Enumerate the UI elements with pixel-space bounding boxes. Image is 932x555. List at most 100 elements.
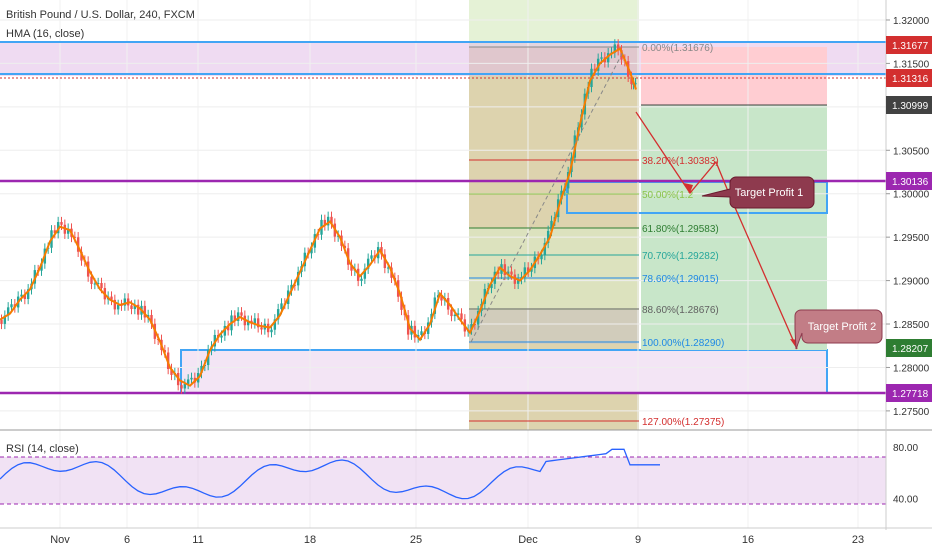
candle-body [246,320,250,326]
candle-body [634,83,637,85]
price-tick-label: 1.28000 [893,363,930,374]
price-tick-label: 1.30000 [893,190,930,201]
candle-body [496,271,500,274]
price-tag-bg [886,384,932,402]
candle-body [260,327,263,330]
fib-level-label: 78.60%(1.29015) [642,274,719,285]
candle-body [26,289,30,300]
candle-body [616,44,620,51]
time-tick-label: 6 [124,534,130,546]
price-tick-label: 1.27500 [893,407,930,418]
time-tick-label: 25 [410,534,422,546]
candle-body [350,264,353,271]
candle-body [0,319,3,324]
target-profit-1-callout [701,176,815,209]
grid-lines [0,0,886,528]
candle-body [220,335,223,338]
fib-band-green [469,228,639,310]
candle-body [113,299,117,310]
candle-body [470,323,473,330]
candle-body [476,310,480,325]
candle-body [116,304,120,310]
candle-body [150,314,153,324]
fib-level-label: 70.70%(1.29282) [642,251,719,262]
take-profit-zone [641,105,827,350]
fib-band-low [469,310,639,344]
time-tick-label: 18 [304,534,316,546]
hma-indicator-label: HMA (16, close) [6,28,85,40]
target-profit-2-label: Target Profit 2 [808,321,876,333]
rsi-axis-ticks: 80.00 40.00 [893,443,918,506]
chart-title: British Pound / U.S. Dollar, 240, FXCM [6,9,195,21]
candle-body [60,222,63,225]
candle-body [280,303,283,310]
fib-level-label: 50.00%(1.2 [642,190,694,201]
candle-body [330,216,333,224]
candle-body [440,295,443,301]
fib-level-label: 38.20%(1.30383) [642,156,719,167]
time-tick-label: 23 [852,534,864,546]
candle-body [240,312,243,316]
candle-body [226,325,230,331]
rsi-indicator-label: RSI (14, close) [6,443,79,455]
candle-body [96,283,100,285]
candle-body [133,304,137,310]
candle-body [526,267,530,272]
candle-body [123,298,127,306]
candle-body [516,279,520,284]
candle-body [506,271,510,275]
candle-body [310,247,313,254]
candle-body [93,283,97,285]
candle-body [613,44,617,53]
candle-body [400,296,403,310]
candle-body [186,379,190,384]
price-tick-label: 1.31500 [893,59,930,70]
candle-body [380,247,383,255]
price-tick-label: 1.28500 [893,320,930,331]
target-profit-2-callout [794,309,883,350]
fib-level-label: 127.00%(1.27375) [642,417,724,428]
candle-body [386,267,390,269]
price-tag-label: 1.30999 [892,101,929,112]
candle-body [136,304,140,315]
candle-body [600,57,603,59]
candle-body [420,331,423,335]
candle-body [10,304,13,308]
candle-body [23,294,27,300]
projection-arrows [635,111,798,350]
candle-body [270,329,273,333]
support-zone [180,349,828,394]
candle-body [3,315,7,324]
time-tick-label: Dec [518,534,538,546]
arrow-head-1 [684,183,693,193]
price-tick-label: 1.29000 [893,277,930,288]
fib-lines: 0.00%(1.31676) 38.20%(1.30383) 50.00%(1.2 6… [469,43,724,428]
time-tick-label: 11 [192,534,203,546]
candle-body [236,312,240,321]
price-tag-label: 1.30136 [892,177,929,188]
price-tag-bg [886,96,932,114]
candle-body [273,319,277,330]
fib-level-label: 88.60%(1.28676) [642,305,719,316]
rsi-tick-label: 40.00 [893,494,918,505]
fib-level-label: 61.80%(1.29583) [642,224,719,235]
candle-body [366,258,370,269]
rsi-tick-label: 80.00 [893,443,918,454]
candle-body [80,251,83,261]
price-tick-label: 1.30500 [893,146,930,157]
price-tag-bg [886,339,932,357]
candle-body [453,314,457,317]
price-tag-bg [886,69,932,87]
rsi-line [0,448,660,500]
price-tick-label: 1.32000 [893,16,930,27]
candle-body [290,284,293,291]
candle-body [433,297,437,314]
candle-body [450,309,453,317]
candle-body [100,283,103,289]
candle-body [370,255,373,259]
price-tag-bg [886,172,932,190]
time-tick-label: Nov [50,534,70,546]
candle-body [360,278,363,281]
candle-body [253,318,257,324]
